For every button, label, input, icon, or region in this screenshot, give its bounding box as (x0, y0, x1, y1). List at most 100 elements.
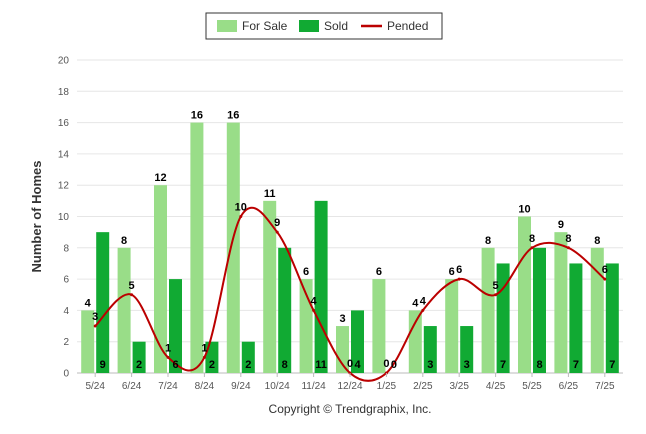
data-label-for-sale: 9 (558, 219, 564, 231)
data-label-pended: 1 (201, 342, 207, 354)
x-tick-label: 1/25 (377, 381, 397, 392)
data-label-pended: 4 (311, 295, 318, 307)
data-label-pended: 10 (235, 202, 247, 214)
data-label-sold: 2 (209, 359, 215, 371)
x-tick-label: 5/25 (522, 381, 542, 392)
x-tick-label: 3/25 (449, 381, 469, 392)
data-label-sold: 6 (172, 359, 178, 371)
data-label-pended: 5 (129, 280, 135, 292)
data-label-sold: 4 (354, 359, 361, 371)
bar-sold (605, 263, 619, 373)
x-tick-label: 10/24 (265, 381, 290, 392)
data-label-pended: 6 (456, 264, 462, 276)
bar-for-sale (408, 310, 422, 373)
pended-line (93, 206, 607, 382)
x-tick-label: 6/24 (122, 381, 142, 392)
bar-sold (278, 247, 292, 373)
data-label-pended: 9 (274, 217, 280, 229)
data-label-for-sale: 11 (264, 188, 276, 200)
x-tick-label: 2/25 (413, 381, 433, 392)
bar-for-sale (154, 185, 167, 373)
x-tick-label: 5/24 (85, 381, 105, 392)
data-label-sold: 8 (536, 359, 542, 371)
pended-point (130, 293, 134, 297)
bar-sold (96, 232, 110, 373)
data-label-sold: 2 (245, 359, 251, 371)
pended-point (566, 246, 570, 250)
legend-label-sold: Sold (324, 19, 348, 33)
y-axis: 0 2 4 6 8 10 12 14 16 18 20 (58, 56, 70, 380)
bar-sold (205, 341, 219, 373)
data-label-for-sale: 16 (191, 110, 203, 122)
bar-for-sale (117, 247, 131, 373)
data-label-pended: 8 (565, 233, 571, 245)
bar-sold (351, 310, 364, 373)
bar-for-sale (590, 247, 604, 373)
bar-for-sale (481, 247, 495, 373)
pended-point (312, 308, 316, 312)
data-label-sold: 7 (609, 359, 615, 371)
data-label-sold: 9 (100, 359, 106, 371)
pended-point (166, 355, 170, 359)
data-label-pended: 6 (602, 264, 608, 276)
bar-for-sale (190, 122, 204, 373)
x-tick-label: 9/24 (231, 381, 251, 392)
data-label-sold: 7 (573, 359, 579, 371)
y-tick-label: 4 (63, 306, 69, 317)
data-label-for-sale: 8 (594, 235, 600, 247)
bar-for-sale (518, 216, 531, 373)
data-label-sold: 0 (391, 359, 397, 371)
pended-line-path (94, 206, 606, 382)
data-label-for-sale: 4 (412, 297, 419, 309)
pended-point (93, 324, 97, 328)
bar-sold (241, 341, 255, 373)
y-tick-label: 8 (63, 243, 69, 254)
x-tick-label: 7/24 (158, 381, 178, 392)
data-label-sold: 2 (136, 359, 142, 371)
data-label-for-sale: 8 (121, 235, 127, 247)
legend: For Sale Sold Pended (205, 12, 443, 40)
pended-point (457, 277, 461, 281)
data-label-pended: 5 (493, 280, 499, 292)
legend-label-for-sale: For Sale (242, 19, 288, 33)
pended-point (530, 246, 534, 250)
data-label-for-sale: 4 (85, 297, 92, 309)
data-label-for-sale: 6 (376, 266, 382, 278)
data-label-pended: 0 (383, 358, 389, 370)
copyright-credit: Copyright © Trendgraphix, Inc. (269, 402, 432, 416)
bar-sold (423, 326, 437, 373)
y-tick-label: 18 (58, 87, 70, 98)
legend-box (205, 12, 443, 40)
bar-for-sale (372, 279, 386, 373)
x-tick-label: 11/24 (301, 381, 326, 392)
pended-point (239, 215, 243, 218)
data-label-for-sale: 8 (485, 235, 491, 247)
data-label-pended: 0 (347, 358, 353, 370)
data-label-sold: 3 (464, 359, 470, 371)
legend-swatch-for-sale (217, 20, 237, 32)
bars (81, 122, 619, 373)
bar-sold (132, 341, 146, 373)
data-label-sold: 3 (427, 359, 433, 371)
y-tick-label: 14 (58, 149, 70, 160)
data-label-pended: 8 (529, 233, 535, 245)
data-label-for-sale: 3 (339, 313, 345, 325)
data-label-pended: 4 (420, 295, 427, 307)
gridlines (77, 59, 623, 374)
pended-point (275, 230, 279, 234)
data-label-sold: 7 (500, 359, 506, 371)
y-tick-label: 0 (63, 369, 69, 380)
data-label-sold: 11 (315, 359, 327, 371)
data-label-sold: 8 (282, 359, 288, 371)
data-label-for-sale: 16 (227, 110, 239, 122)
data-label-for-sale: 6 (449, 266, 455, 278)
bar-for-sale (554, 232, 568, 373)
pended-point (202, 355, 206, 359)
bar-sold (460, 326, 474, 373)
y-tick-label: 10 (58, 212, 70, 223)
pended-point (603, 277, 607, 281)
data-label-pended: 3 (92, 311, 98, 323)
data-label-for-sale: 10 (518, 204, 530, 216)
y-axis-title: Number of Homes (29, 161, 44, 273)
